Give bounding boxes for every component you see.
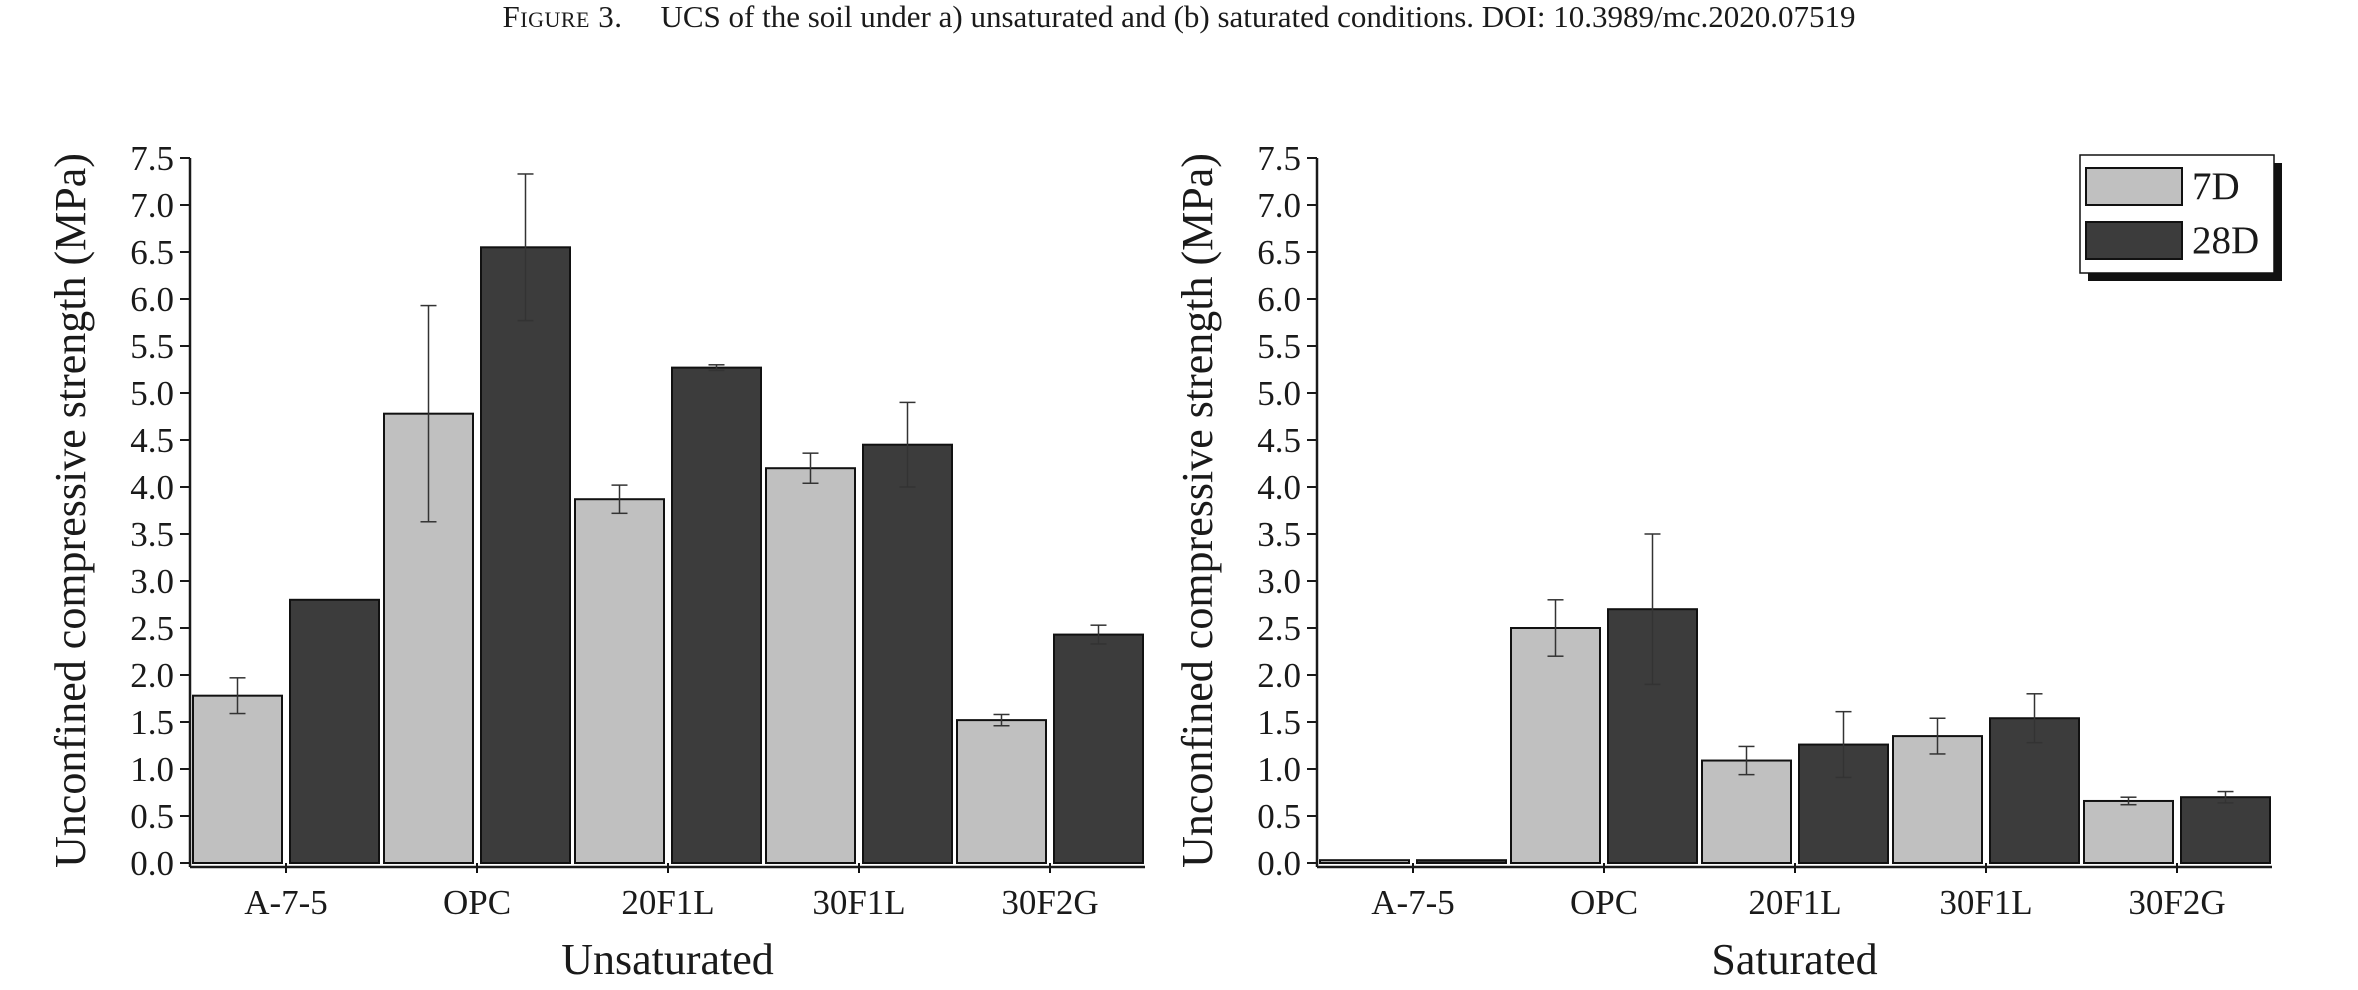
- y-tick-label: 6.5: [1257, 233, 1301, 272]
- x-tick-label: 30F1L: [1939, 883, 2032, 922]
- y-tick-label: 7.5: [1257, 139, 1301, 178]
- bar-28d-a-7-5: [1416, 859, 1507, 864]
- y-tick-label: 3.0: [1257, 562, 1301, 601]
- y-tick-label: 0.0: [1257, 844, 1301, 883]
- x-tick-label: A-7-5: [244, 883, 328, 922]
- x-axis-title: Unsaturated: [561, 935, 774, 984]
- y-tick-label: 7.5: [130, 139, 174, 178]
- x-tick-label: 30F2G: [2128, 883, 2225, 922]
- y-tick-label: 3.0: [130, 562, 174, 601]
- y-tick-label: 7.0: [130, 186, 174, 225]
- y-tick-label: 0.0: [130, 844, 174, 883]
- y-tick-label: 2.5: [130, 609, 174, 648]
- bar-7d-a-7-5: [1319, 859, 1410, 864]
- y-tick-label: 4.0: [130, 468, 174, 507]
- bar-28d-30f2g: [2180, 796, 2271, 865]
- bar-28d-20f1l: [671, 366, 762, 864]
- figure-label: Figure 3.: [502, 0, 623, 34]
- y-tick-label: 4.5: [1257, 421, 1301, 460]
- y-tick-label: 6.5: [130, 233, 174, 272]
- y-tick-label: 2.0: [1257, 656, 1301, 695]
- bar-7d-a-7-5: [192, 694, 283, 864]
- legend-label-28d: 28D: [2192, 219, 2259, 262]
- y-tick-label: 2.0: [130, 656, 174, 695]
- chart-unsaturated: A-7-5 OPC 20F1L 30F1L 30F2G 0.0 0.5 1.0 1.5 2.0 2.…: [46, 139, 1145, 984]
- legend-label-7d: 7D: [2192, 165, 2240, 208]
- y-tick-label: 5.0: [130, 374, 174, 413]
- y-tick-label: 1.5: [1257, 703, 1301, 742]
- bar-28d-a-7-5: [289, 598, 380, 864]
- y-tick-label: 3.5: [1257, 515, 1301, 554]
- bar-7d-opc: [1510, 627, 1601, 864]
- y-tick-label: 4.0: [1257, 468, 1301, 507]
- x-tick-label: 30F2G: [1001, 883, 1098, 922]
- y-tick-label: 3.5: [130, 515, 174, 554]
- x-tick-label: OPC: [443, 883, 511, 922]
- y-tick-label: 1.0: [1257, 750, 1301, 789]
- y-tick-label: 5.5: [130, 327, 174, 366]
- x-tick-label: OPC: [1570, 883, 1638, 922]
- figure-caption: Figure 3. UCS of the soil under a) unsatu…: [0, 0, 2358, 50]
- bar-7d-20f1l: [574, 498, 665, 864]
- chart-saturated: A-7-5 OPC 20F1L 30F1L 30F2G 0.0 0.5 1.0 1.5 2.0 2.…: [1173, 139, 2282, 984]
- bar-28d-30f2g: [1053, 633, 1144, 865]
- bar-7d-30f2g: [2083, 799, 2174, 865]
- bar-7d-30f1l: [1892, 735, 1983, 864]
- y-tick-label: 6.0: [1257, 280, 1301, 319]
- y-tick-label: 1.0: [130, 750, 174, 789]
- bar-7d-20f1l: [1701, 759, 1792, 864]
- y-axis-title: Unconfined compressive strength (MPa): [1173, 153, 1222, 868]
- bar-28d-opc: [480, 246, 571, 865]
- y-tick-label: 1.5: [130, 703, 174, 742]
- figure-caption-text: UCS of the soil under a) unsaturated and…: [660, 0, 1856, 34]
- y-tick-label: 7.0: [1257, 186, 1301, 225]
- y-tick-label: 5.0: [1257, 374, 1301, 413]
- y-tick-label: 2.5: [1257, 609, 1301, 648]
- y-tick-label: 4.5: [130, 421, 174, 460]
- x-tick-label: A-7-5: [1371, 883, 1455, 922]
- x-tick-label: 30F1L: [812, 883, 905, 922]
- y-tick-label: 5.5: [1257, 327, 1301, 366]
- x-tick-label: 20F1L: [1748, 883, 1841, 922]
- y-axis-title: Unconfined compressive strength (MPa): [46, 153, 95, 868]
- y-tick-label: 6.0: [130, 280, 174, 319]
- x-tick-label: 20F1L: [621, 883, 714, 922]
- y-tick-label: 0.5: [1257, 797, 1301, 836]
- legend-swatch-7d: [2085, 167, 2183, 206]
- x-axis-title: Saturated: [1711, 935, 1877, 984]
- bar-7d-30f1l: [765, 467, 856, 864]
- bar-28d-30f1l: [862, 443, 953, 864]
- bar-7d-30f2g: [956, 719, 1047, 864]
- y-tick-label: 0.5: [130, 797, 174, 836]
- legend-swatch-28d: [2085, 221, 2183, 260]
